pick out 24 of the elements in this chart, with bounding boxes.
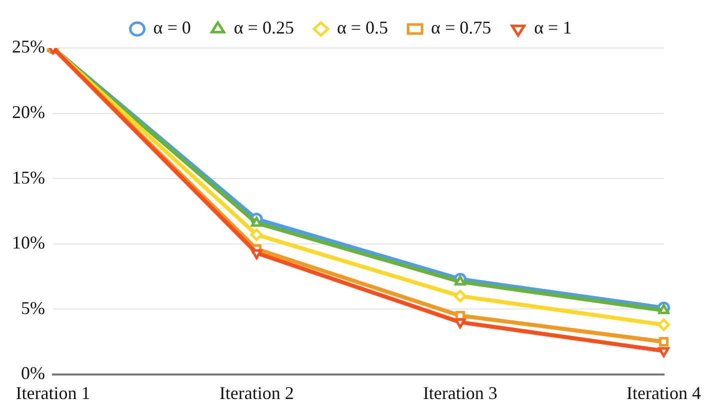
y-tick-label: 10% xyxy=(12,232,45,253)
legend-label: α = 0 xyxy=(153,18,191,38)
y-tick-label: 0% xyxy=(20,363,45,384)
y-tick-label: 20% xyxy=(12,102,45,122)
legend-label: α = 1 xyxy=(534,18,572,38)
point xyxy=(454,318,466,328)
point xyxy=(658,336,669,347)
point xyxy=(658,347,670,358)
y-tick-label: 25% xyxy=(12,36,45,57)
y-tick-label: 5% xyxy=(20,298,45,318)
point xyxy=(454,290,466,302)
legend-label: α = 0.5 xyxy=(336,18,388,38)
x-tick-label: Iteration 3 xyxy=(422,382,498,403)
legend-label: α = 0.25 xyxy=(234,18,294,38)
y-tick-label: 15% xyxy=(12,167,45,188)
point xyxy=(250,228,263,241)
x-tick-label: Iteration 1 xyxy=(16,382,90,403)
point xyxy=(251,216,262,227)
x-tick-label: Iteration 4 xyxy=(626,382,702,403)
point xyxy=(658,318,670,332)
x-tick-label: Iteration 2 xyxy=(219,382,294,403)
point xyxy=(658,304,670,314)
point xyxy=(454,275,466,286)
legend-label: α = 0.75 xyxy=(431,18,492,38)
